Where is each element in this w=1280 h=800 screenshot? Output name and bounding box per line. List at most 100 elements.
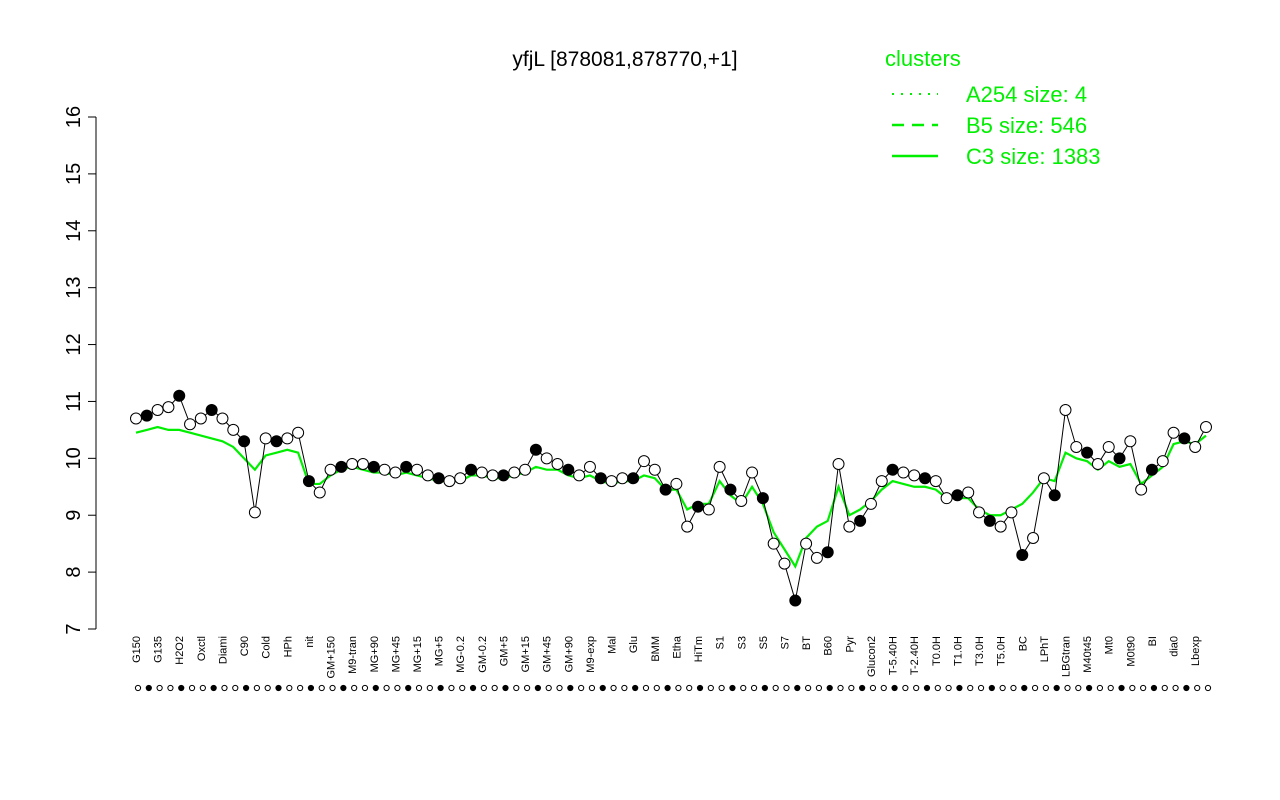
rug-marker bbox=[1183, 684, 1190, 692]
rug-marker bbox=[188, 684, 196, 692]
rug-marker bbox=[275, 684, 282, 692]
rug-marker bbox=[405, 684, 412, 692]
rug-marker bbox=[264, 684, 271, 692]
rug-marker bbox=[1053, 684, 1060, 692]
rug-marker bbox=[329, 684, 336, 692]
x-tick-label: T-2.40H bbox=[909, 636, 921, 675]
data-point bbox=[854, 514, 867, 527]
x-tick-label: S3 bbox=[736, 636, 748, 649]
data-point bbox=[389, 466, 402, 479]
rug-marker bbox=[448, 684, 455, 692]
rug-marker bbox=[578, 684, 585, 692]
data-point bbox=[454, 472, 467, 485]
data-point bbox=[886, 463, 899, 476]
data-point bbox=[529, 443, 542, 456]
data-point bbox=[270, 435, 283, 448]
x-axis: G150 G135 H2O2 Oxctl Diami C90 Cold HPh nit GM+15… bbox=[131, 635, 1202, 678]
rug-marker bbox=[1118, 684, 1125, 692]
x-tick-label: HiTm bbox=[693, 636, 705, 662]
rug-marker bbox=[556, 684, 563, 692]
series-line-measured bbox=[135, 394, 1207, 601]
rug-marker bbox=[156, 684, 163, 692]
rug-marker bbox=[1129, 684, 1136, 692]
x-tick-label: Cold bbox=[261, 636, 273, 659]
x-tick-label: GM-0.2 bbox=[477, 636, 489, 673]
data-point bbox=[465, 463, 478, 476]
data-point bbox=[616, 472, 629, 485]
data-point bbox=[400, 460, 413, 473]
data-point bbox=[983, 514, 996, 527]
data-point bbox=[378, 463, 391, 476]
rug-marker bbox=[740, 684, 747, 692]
rug-marker bbox=[1150, 684, 1158, 692]
data-point bbox=[216, 412, 229, 425]
rug-marker bbox=[394, 684, 401, 692]
x-tick-label: BI bbox=[1147, 636, 1159, 646]
rug-marker bbox=[1031, 684, 1039, 692]
x-tick-label: Mal bbox=[607, 636, 619, 654]
series-lines bbox=[135, 394, 1207, 601]
x-tick-label: MG+5 bbox=[434, 636, 446, 666]
rug-marker bbox=[210, 684, 217, 692]
data-point bbox=[583, 460, 596, 473]
data-point bbox=[973, 506, 986, 519]
data-point bbox=[1081, 446, 1094, 459]
data-point bbox=[670, 477, 683, 490]
rug-marker bbox=[999, 684, 1006, 692]
x-tick-label: T0.0H bbox=[931, 636, 943, 666]
data-point bbox=[497, 469, 510, 482]
x-tick-label: T1.0H bbox=[952, 636, 964, 666]
data-point bbox=[162, 401, 175, 414]
rug-marker bbox=[491, 684, 498, 692]
rug-marker bbox=[134, 684, 142, 692]
data-point bbox=[648, 463, 661, 476]
x-tick-label: GM+45 bbox=[542, 636, 554, 672]
x-tick-label: MG+15 bbox=[412, 636, 424, 672]
y-tick-label: 16 bbox=[63, 106, 85, 128]
x-tick-label: GM+90 bbox=[563, 636, 575, 672]
y-tick-label: 7 bbox=[63, 623, 85, 634]
rug-marker bbox=[502, 684, 509, 692]
data-point bbox=[508, 466, 521, 479]
y-tick-label: 10 bbox=[63, 447, 85, 469]
x-tick-label: T-5.40H bbox=[888, 636, 900, 675]
rug-marker bbox=[286, 684, 293, 692]
x-tick-label: M9-exp bbox=[585, 636, 597, 673]
data-point bbox=[1200, 421, 1212, 434]
rug-marker bbox=[934, 684, 941, 692]
rug-marker bbox=[513, 684, 520, 692]
rug-marker bbox=[469, 684, 477, 692]
data-point bbox=[432, 472, 445, 485]
rug-marker bbox=[1042, 684, 1049, 692]
y-axis: 7 8 9 10 11 12 13 14 15 16 bbox=[63, 106, 97, 635]
data-point bbox=[1178, 432, 1191, 445]
rug-marker bbox=[1161, 684, 1168, 692]
rug-marker bbox=[988, 684, 995, 692]
rug-marker bbox=[653, 684, 660, 692]
x-tick-label: Pyr bbox=[844, 636, 856, 653]
legend-label-a254: A254 size: 4 bbox=[966, 82, 1087, 107]
rug-marker bbox=[815, 684, 823, 692]
rug-marker bbox=[805, 684, 812, 692]
data-point bbox=[1005, 506, 1018, 519]
rug-marker bbox=[372, 684, 379, 692]
rug-marker bbox=[848, 684, 855, 692]
rug-marker bbox=[1194, 684, 1201, 692]
x-tick-label: Glu bbox=[628, 636, 640, 653]
data-point bbox=[1145, 463, 1158, 476]
x-tick-label: MG+90 bbox=[369, 636, 381, 672]
x-tick-label: Lbexp bbox=[1190, 636, 1202, 666]
data-point bbox=[918, 472, 931, 485]
data-point bbox=[486, 469, 499, 482]
data-point bbox=[151, 403, 164, 416]
data-point bbox=[475, 466, 488, 479]
rug-marker bbox=[340, 684, 347, 692]
y-tick-label: 11 bbox=[63, 391, 85, 412]
rug-marker bbox=[534, 684, 541, 692]
data-point bbox=[551, 458, 564, 471]
x-tick-label: MG+45 bbox=[390, 636, 402, 672]
rug-marker bbox=[632, 684, 639, 692]
chart-title: yfjL [878081,878770,+1] bbox=[512, 48, 737, 71]
data-point bbox=[756, 492, 769, 505]
rug-marker bbox=[675, 684, 682, 692]
